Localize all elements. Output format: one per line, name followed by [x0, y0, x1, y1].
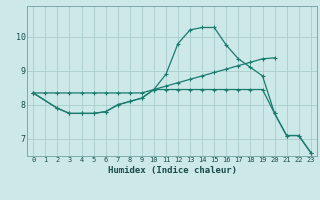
- X-axis label: Humidex (Indice chaleur): Humidex (Indice chaleur): [108, 166, 236, 175]
